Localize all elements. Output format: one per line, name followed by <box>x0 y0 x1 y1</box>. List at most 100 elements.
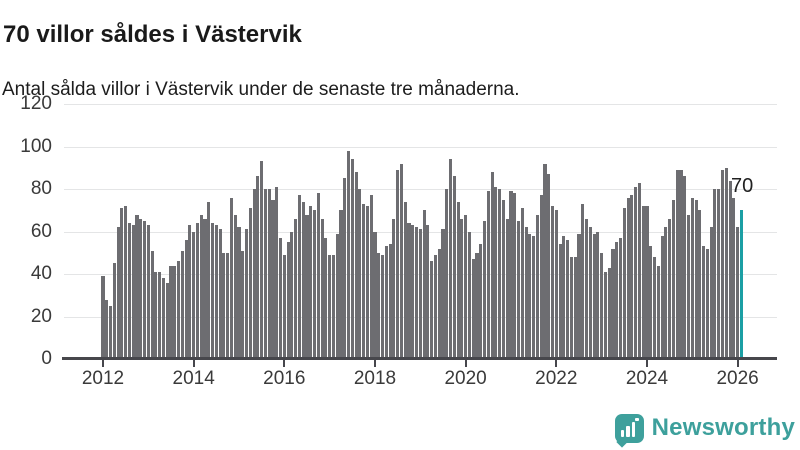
bar <box>226 252 230 359</box>
y-axis-tick-label: 100 <box>20 135 52 157</box>
bar <box>252 189 256 359</box>
bar <box>116 227 120 359</box>
bar <box>634 186 638 359</box>
last-value-label: 70 <box>731 175 754 197</box>
bar <box>437 248 441 359</box>
bar <box>199 214 203 359</box>
bar <box>630 195 634 359</box>
bar <box>324 237 328 359</box>
bar <box>237 227 241 359</box>
bar <box>732 197 736 359</box>
x-axis-tick-label: 2014 <box>172 368 215 389</box>
bar <box>652 257 657 359</box>
bar <box>516 220 521 359</box>
bar <box>668 218 672 359</box>
bar <box>603 271 607 359</box>
bar <box>686 214 691 359</box>
bar <box>566 240 570 359</box>
bar <box>328 254 332 359</box>
bar <box>558 244 562 359</box>
bar <box>161 278 165 359</box>
bar <box>720 169 725 359</box>
bar <box>403 201 407 359</box>
x-axis-tick-label: 2022 <box>535 368 578 389</box>
bar <box>618 237 623 359</box>
bar <box>498 189 502 359</box>
bar <box>494 186 498 359</box>
x-axis-tick-label: 2020 <box>444 368 487 389</box>
x-axis-tick <box>102 360 104 367</box>
bar <box>535 214 539 359</box>
bar <box>724 167 728 359</box>
bar <box>524 227 528 359</box>
y-axis-tick-label: 80 <box>30 178 52 199</box>
bar <box>384 246 388 359</box>
bar <box>411 225 415 359</box>
newsworthy-logo-icon <box>614 413 644 448</box>
gridline <box>64 189 777 190</box>
bar <box>396 169 400 359</box>
brand-footer[interactable]: Newsworthy <box>614 409 795 448</box>
bar <box>169 265 173 359</box>
bar <box>210 223 215 359</box>
bar <box>195 223 199 359</box>
bar <box>339 210 343 359</box>
bar <box>203 218 207 359</box>
y-axis-tick-label: 60 <box>30 220 52 242</box>
logo-dot <box>635 417 639 421</box>
bar <box>392 218 396 359</box>
bar <box>105 299 109 359</box>
bar <box>562 235 566 359</box>
bar <box>256 176 260 359</box>
bar <box>713 189 717 359</box>
logo-bar-small <box>620 429 625 437</box>
bar <box>532 235 536 359</box>
bar <box>528 233 532 359</box>
x-axis-line <box>62 357 777 360</box>
bar <box>346 150 351 359</box>
x-axis-tick <box>192 360 195 367</box>
bar <box>456 201 460 359</box>
bar <box>664 227 668 359</box>
bar <box>675 169 679 359</box>
bar <box>399 163 403 359</box>
bar <box>263 189 267 359</box>
bar <box>271 199 275 359</box>
bar <box>312 210 317 359</box>
bar <box>471 259 475 359</box>
bar <box>441 229 445 359</box>
gridline <box>64 104 777 105</box>
bar <box>615 242 619 359</box>
x-axis-tick-label: 2026 <box>716 368 759 389</box>
bar <box>192 231 196 359</box>
bar <box>124 206 128 359</box>
bar <box>709 227 713 359</box>
bar <box>596 231 600 359</box>
brand-name: Newsworthy <box>651 414 795 441</box>
bar <box>154 271 158 359</box>
bar <box>547 174 551 359</box>
bar <box>380 254 385 359</box>
bar <box>592 233 596 359</box>
bar <box>260 161 264 359</box>
bar <box>486 191 490 359</box>
bar <box>584 218 589 359</box>
bar <box>452 176 456 359</box>
bar <box>131 225 135 359</box>
bar <box>505 218 509 359</box>
bar <box>184 240 188 359</box>
bar <box>316 193 320 359</box>
bar <box>649 246 653 359</box>
bar <box>294 218 298 359</box>
bar <box>607 267 611 359</box>
bar <box>373 231 377 359</box>
x-axis-tick <box>645 360 648 367</box>
bar <box>173 265 177 359</box>
bar <box>501 199 505 359</box>
bar <box>407 223 411 359</box>
bar <box>146 225 150 359</box>
bar <box>222 252 226 359</box>
bar <box>430 261 434 359</box>
bar <box>588 227 592 359</box>
